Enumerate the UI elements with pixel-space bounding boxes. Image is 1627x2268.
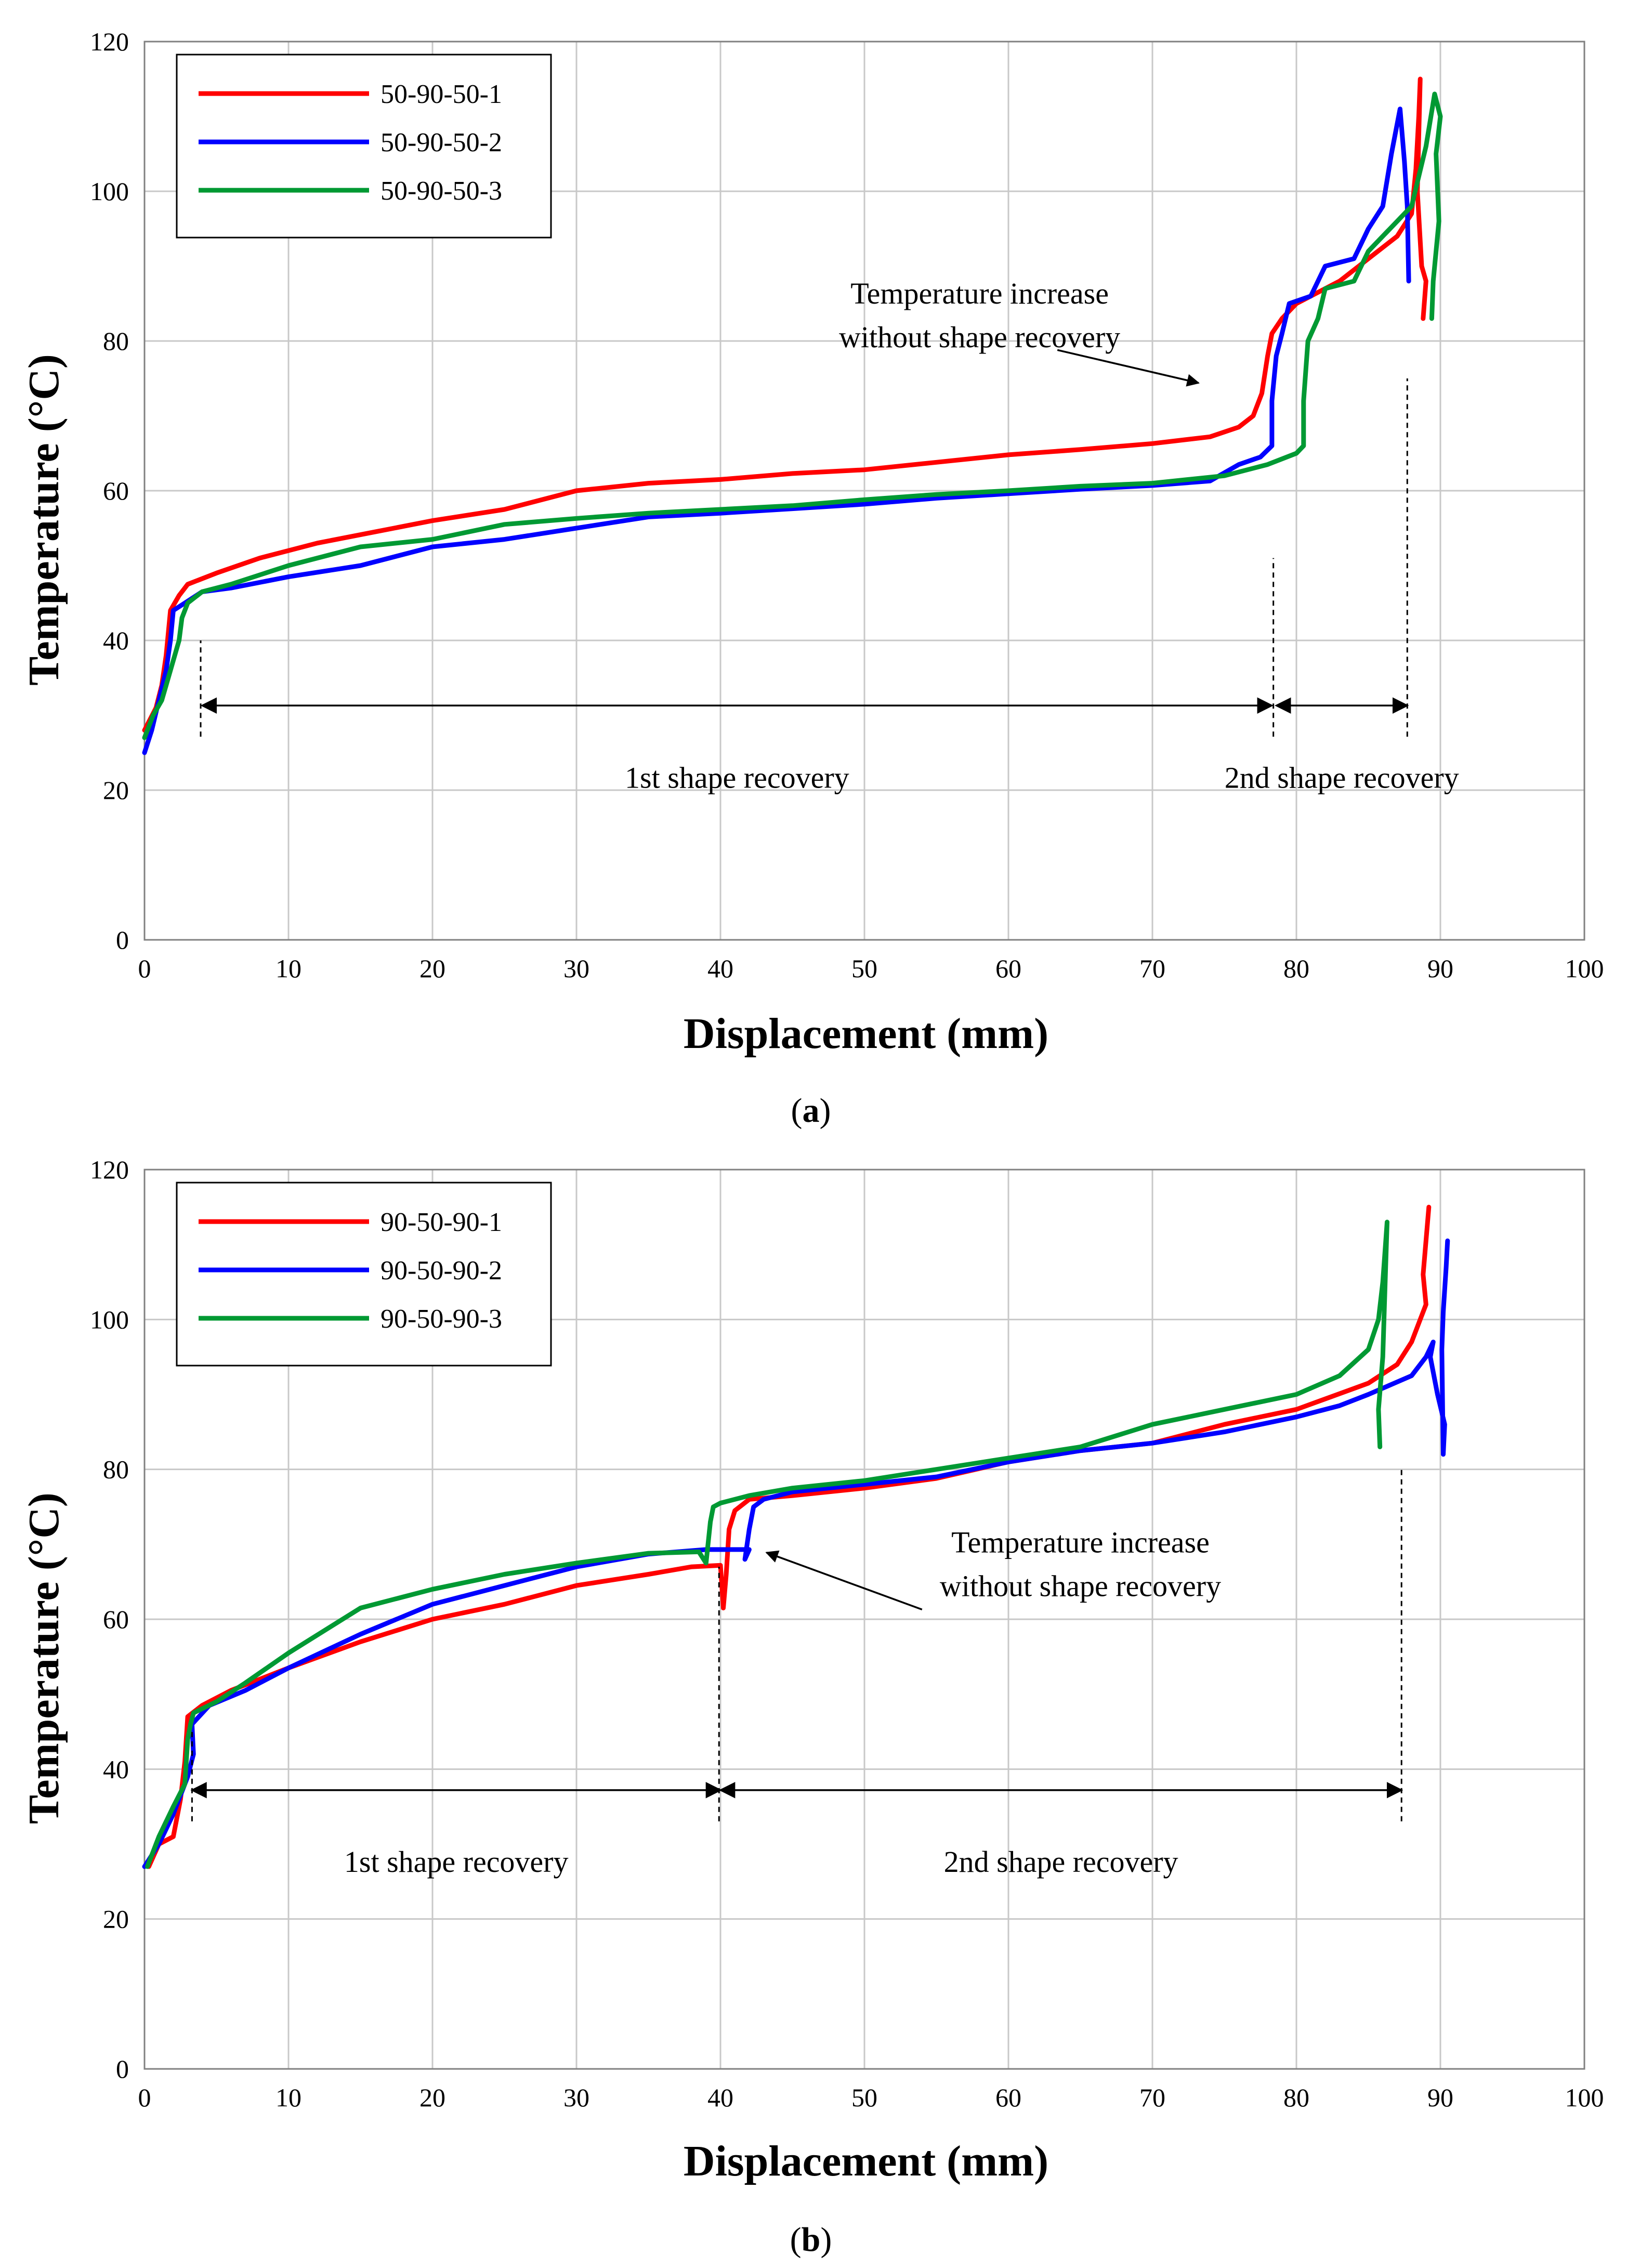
legend-label-1: 50-90-50-1 — [380, 80, 502, 109]
y-axis-title: Temperature (°C) — [20, 1492, 68, 1824]
x-tick-label: 80 — [1283, 954, 1309, 983]
plot-frame — [143, 41, 1585, 941]
y-tick-label: 80 — [103, 326, 129, 356]
x-tick-label: 70 — [1139, 2083, 1165, 2112]
legend-label-3: 90-50-90-3 — [380, 1304, 502, 1334]
y-tick-label: 120 — [90, 1155, 129, 1184]
x-tick-label: 100 — [1565, 2083, 1604, 2112]
x-axis-title: Displacement (mm) — [684, 1010, 1048, 1058]
annotation-text-line: Temperature increase — [951, 1526, 1210, 1559]
recovery-range-label: 1st shape recovery — [344, 1845, 569, 1879]
x-tick-label: 80 — [1283, 2083, 1309, 2112]
chart-annotations: Temperature increase without shape recove… — [200, 277, 1459, 795]
annotation-text: Temperature increase without shape recove… — [940, 1526, 1221, 1603]
x-tick-label: 60 — [995, 2083, 1021, 2112]
x-axis-title: Displacement (mm) — [684, 2137, 1048, 2185]
series-line-3 — [142, 91, 1443, 740]
x-tick-label: 40 — [707, 2083, 733, 2112]
y-tick-label: 0 — [116, 2054, 129, 2083]
annotation-text-line: without shape recovery — [839, 320, 1120, 354]
annotation-text: Temperature increase without shape recove… — [839, 277, 1120, 354]
legend-box — [176, 54, 552, 239]
x-tick-label: 60 — [995, 954, 1021, 983]
x-tick-label: 10 — [275, 954, 301, 983]
y-tick-label: 120 — [90, 27, 129, 56]
x-tick-label: 30 — [563, 954, 589, 983]
y-tick-label: 60 — [103, 476, 129, 505]
annotation-text-line: without shape recovery — [940, 1569, 1221, 1603]
x-tick-label: 70 — [1139, 954, 1165, 983]
chart-grid: 0 10 20 30 40 50 60 70 80 90 100 0 20 40 60 80 100 120 — [90, 1155, 1604, 2112]
y-tick-label: 40 — [103, 626, 129, 655]
y-tick-label: 40 — [103, 1754, 129, 1784]
chart-panel-a: 0 10 20 30 40 50 60 70 80 90 100 0 20 40 60 80 100 120 Te… — [20, 27, 1604, 1130]
x-tick-label: 30 — [563, 2083, 589, 2112]
x-tick-label: 50 — [851, 2083, 877, 2112]
y-tick-label: 100 — [90, 1305, 129, 1334]
y-tick-label: 60 — [103, 1605, 129, 1634]
legend-label-2: 90-50-90-2 — [380, 1256, 502, 1286]
panel-label-a: (a) — [791, 1092, 831, 1130]
chart-panel-b: 0 10 20 30 40 50 60 70 80 90 100 0 20 40 60 80 100 120 Te… — [20, 1155, 1604, 2259]
y-tick-label: 0 — [116, 925, 129, 954]
y-tick-label: 20 — [103, 776, 129, 805]
legend-box — [176, 1182, 552, 1367]
chart-legend: 50-90-50-1 50-90-50-2 50-90-50-3 — [176, 54, 552, 239]
y-tick-label: 100 — [90, 177, 129, 206]
x-tick-label: 20 — [419, 2083, 445, 2112]
x-tick-label: 10 — [275, 2083, 301, 2112]
series-line-2 — [142, 1238, 1450, 1869]
x-tick-label: 40 — [707, 954, 733, 983]
recovery-range-label: 2nd shape recovery — [944, 1845, 1178, 1879]
y-tick-label: 80 — [103, 1455, 129, 1484]
plot-frame — [143, 1169, 1585, 2070]
chart-plot-area — [142, 76, 1443, 755]
x-tick-label: 100 — [1565, 954, 1604, 983]
legend-label-3: 50-90-50-3 — [380, 176, 502, 206]
x-tick-label: 0 — [138, 954, 151, 983]
y-tick-label: 20 — [103, 1905, 129, 1934]
chart-annotations: Temperature increase without shape recove… — [190, 1469, 1403, 1879]
recovery-range-label: 1st shape recovery — [625, 761, 849, 795]
recovery-range-label: 2nd shape recovery — [1225, 761, 1459, 795]
legend-label-2: 50-90-50-2 — [380, 128, 502, 158]
x-tick-label: 20 — [419, 954, 445, 983]
panel-label-b: (b) — [790, 2221, 832, 2259]
chart-plot-area — [142, 1204, 1450, 1869]
x-tick-label: 90 — [1427, 2083, 1453, 2112]
series-line-3 — [145, 1220, 1389, 1869]
annotation-text-line: Temperature increase — [850, 277, 1109, 310]
annotation-arrow — [1057, 349, 1200, 387]
x-tick-label: 50 — [851, 954, 877, 983]
y-axis-title: Temperature (°C) — [20, 354, 68, 686]
chart-legend: 90-50-90-1 90-50-90-2 90-50-90-3 — [176, 1182, 552, 1367]
legend-label-1: 90-50-90-1 — [380, 1208, 502, 1237]
x-tick-label: 0 — [138, 2083, 151, 2112]
x-tick-label: 90 — [1427, 954, 1453, 983]
annotation-arrow — [765, 1550, 923, 1610]
